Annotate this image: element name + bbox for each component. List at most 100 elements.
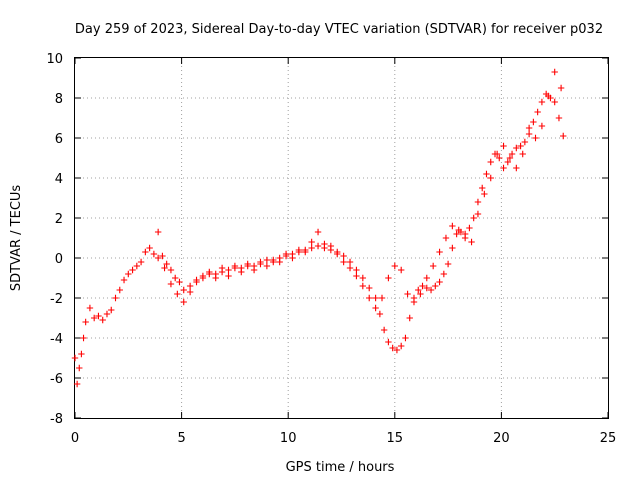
data-point bbox=[545, 92, 552, 100]
data-point bbox=[212, 274, 219, 282]
data-point bbox=[500, 164, 507, 172]
data-point bbox=[125, 270, 132, 278]
data-point bbox=[551, 98, 558, 106]
data-point bbox=[314, 228, 322, 236]
data-point bbox=[154, 254, 162, 262]
y-tick-label: -2 bbox=[50, 292, 63, 307]
data-point bbox=[444, 260, 452, 268]
data-point bbox=[129, 266, 136, 274]
data-point bbox=[397, 342, 405, 350]
data-point bbox=[366, 284, 373, 292]
data-point bbox=[180, 298, 187, 306]
data-point bbox=[244, 262, 251, 270]
data-point bbox=[389, 344, 396, 352]
data-point bbox=[551, 68, 558, 76]
y-tick-label: -4 bbox=[50, 332, 63, 347]
data-point bbox=[334, 250, 341, 258]
data-point bbox=[417, 290, 424, 298]
data-point bbox=[321, 240, 328, 248]
x-tick-label: 5 bbox=[177, 431, 185, 446]
y-tick-label: 10 bbox=[46, 52, 63, 67]
data-point bbox=[95, 312, 102, 320]
x-tick-label: 15 bbox=[387, 431, 404, 446]
data-points bbox=[71, 68, 567, 388]
data-point bbox=[218, 268, 226, 276]
data-point bbox=[161, 264, 168, 272]
x-tick-label: 20 bbox=[493, 431, 510, 446]
data-point bbox=[555, 114, 563, 122]
data-point bbox=[427, 286, 435, 294]
data-point bbox=[90, 314, 98, 322]
data-point bbox=[406, 314, 413, 322]
data-point bbox=[154, 228, 162, 236]
data-point bbox=[308, 244, 315, 252]
data-point bbox=[263, 262, 271, 270]
data-point bbox=[538, 98, 546, 106]
data-point bbox=[82, 318, 89, 326]
data-point bbox=[257, 260, 264, 268]
y-axis-ticks: -8 -6 -4 -2 0 2 4 6 8 10 bbox=[46, 52, 608, 427]
data-point bbox=[474, 210, 482, 218]
data-point bbox=[353, 272, 360, 280]
grid-lines bbox=[75, 58, 608, 418]
data-point bbox=[172, 274, 179, 282]
data-point bbox=[513, 144, 520, 152]
data-point bbox=[525, 130, 533, 138]
data-point bbox=[560, 132, 567, 140]
data-point bbox=[71, 354, 79, 362]
data-point bbox=[86, 304, 94, 312]
data-point bbox=[496, 154, 503, 162]
data-point bbox=[440, 270, 448, 278]
data-point bbox=[534, 108, 541, 116]
data-point bbox=[76, 364, 83, 372]
data-point bbox=[372, 294, 379, 302]
data-point bbox=[423, 274, 430, 282]
data-point bbox=[78, 350, 85, 358]
y-tick-label: 8 bbox=[55, 92, 63, 107]
data-point bbox=[508, 150, 516, 158]
data-point bbox=[519, 150, 526, 158]
data-point bbox=[167, 280, 175, 288]
data-point bbox=[206, 270, 213, 278]
data-point bbox=[295, 246, 303, 254]
data-point bbox=[353, 266, 360, 274]
data-point bbox=[346, 264, 354, 272]
data-point bbox=[500, 142, 507, 150]
data-point bbox=[513, 164, 520, 172]
data-point bbox=[289, 254, 296, 262]
data-point bbox=[378, 294, 386, 302]
data-point bbox=[186, 288, 194, 296]
data-point bbox=[521, 138, 529, 146]
data-point bbox=[270, 256, 277, 264]
data-point bbox=[474, 198, 482, 206]
data-point bbox=[372, 304, 379, 312]
y-tick-label: -6 bbox=[50, 372, 63, 387]
data-point bbox=[429, 262, 437, 270]
data-point bbox=[449, 222, 456, 230]
data-point bbox=[112, 294, 119, 302]
data-point bbox=[479, 184, 486, 192]
data-point bbox=[238, 268, 245, 276]
data-point bbox=[432, 282, 439, 290]
x-axis-ticks: 0 5 10 15 20 25 bbox=[71, 58, 616, 446]
data-point bbox=[163, 260, 170, 268]
y-tick-label: 2 bbox=[55, 212, 63, 227]
data-point bbox=[404, 290, 411, 298]
data-point bbox=[487, 174, 494, 182]
chart-title: Day 259 of 2023, Sidereal Day-to-day VTE… bbox=[75, 22, 603, 37]
data-point bbox=[159, 252, 166, 260]
data-point bbox=[436, 278, 443, 286]
data-point bbox=[557, 84, 565, 92]
data-point bbox=[481, 190, 488, 198]
y-tick-label: 4 bbox=[55, 172, 63, 187]
data-point bbox=[359, 274, 367, 282]
data-point bbox=[103, 310, 111, 318]
y-tick-label: -8 bbox=[50, 412, 63, 427]
data-point bbox=[517, 142, 524, 150]
data-point bbox=[380, 326, 388, 334]
data-point bbox=[506, 154, 514, 162]
data-point bbox=[385, 274, 392, 282]
data-point bbox=[504, 158, 511, 166]
data-point bbox=[402, 334, 409, 342]
data-point bbox=[453, 230, 460, 238]
